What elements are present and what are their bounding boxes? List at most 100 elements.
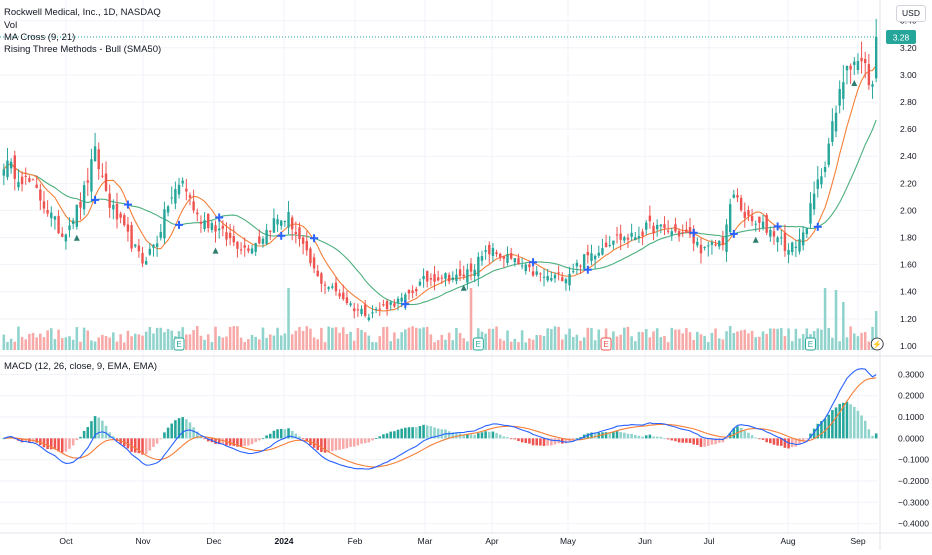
candle	[590, 244, 593, 266]
candle-body	[648, 215, 652, 222]
volume-bar	[90, 340, 93, 350]
macd-histogram-bar	[247, 438, 250, 446]
event-badge[interactable]: E	[804, 337, 816, 351]
currency-button[interactable]: USD	[896, 5, 926, 22]
candle-body	[845, 65, 849, 71]
volume-bar	[725, 331, 728, 350]
candle	[272, 208, 276, 233]
volume-bar	[290, 334, 294, 350]
candle-body	[688, 227, 692, 235]
candle	[469, 258, 473, 281]
macd-histogram-bar	[462, 434, 466, 439]
candle-body	[506, 254, 509, 264]
candle-body	[108, 193, 111, 208]
volume-bar	[6, 341, 9, 350]
candle-body	[728, 204, 732, 232]
volume-bar	[659, 337, 663, 350]
candle-body	[539, 273, 542, 275]
candle-body	[82, 185, 86, 210]
candle-body	[159, 232, 162, 238]
candle-body	[637, 235, 641, 239]
date-axis-label: Feb	[348, 536, 363, 546]
event-badge[interactable]: E	[472, 337, 484, 351]
volume-bar	[283, 333, 287, 350]
candle-body	[203, 220, 206, 230]
candle	[436, 270, 440, 282]
ma-cross-marker	[310, 234, 319, 243]
macd-histogram-bar	[440, 429, 444, 439]
macd-histogram-bar	[338, 438, 341, 450]
macd-histogram-bar	[696, 438, 699, 445]
macd-histogram-bar	[491, 431, 495, 439]
volume-bar	[550, 329, 553, 350]
candle-body	[280, 220, 283, 226]
candle-body	[185, 188, 188, 192]
candle	[393, 299, 396, 308]
candle-body	[499, 253, 502, 258]
macd-histogram-bar	[550, 438, 553, 446]
candle	[520, 257, 524, 270]
macd-histogram-bar	[217, 438, 221, 445]
volume-bar	[42, 337, 46, 350]
volume-bar	[539, 335, 542, 350]
macd-indicator-label[interactable]: MACD (12, 26, close, 9, EMA, EMA)	[4, 361, 158, 372]
volume-bar	[2, 334, 6, 350]
date-axis-label: Dec	[206, 536, 222, 546]
candle	[239, 242, 243, 255]
macd-histogram-bar	[349, 438, 352, 447]
candle	[517, 253, 520, 265]
candle	[765, 212, 768, 236]
candle	[254, 242, 257, 256]
candle	[809, 192, 812, 228]
volume-bar	[560, 339, 564, 350]
volume-bar	[349, 331, 352, 350]
volume-bar	[677, 329, 681, 350]
volume-bar	[641, 332, 644, 350]
macd-histogram-bar	[685, 438, 688, 443]
candle	[546, 268, 549, 283]
macd-histogram-bar	[575, 437, 579, 439]
last-bar-badge[interactable]: ⚡	[870, 337, 884, 351]
macd-histogram-bar	[703, 438, 706, 447]
macd-histogram-bar	[363, 438, 367, 444]
vol-indicator-label[interactable]: Vol	[4, 20, 18, 31]
event-badge[interactable]: E	[600, 337, 612, 351]
volume-bar	[754, 337, 758, 350]
macd-histogram-bar	[382, 434, 385, 439]
macd-histogram-bar	[750, 435, 754, 439]
ma-cross-marker	[689, 228, 698, 237]
volume-bar	[469, 288, 473, 350]
volume-bar	[203, 339, 206, 350]
candle	[258, 229, 261, 245]
volume-bar	[776, 328, 779, 350]
volume-bar	[60, 338, 64, 350]
macd-axis-label: −0.4000	[898, 519, 929, 529]
macd-histogram-bar	[524, 438, 528, 443]
candle	[166, 204, 170, 217]
volume-bar	[761, 331, 765, 350]
date-axis-label: Nov	[135, 536, 151, 546]
macd-histogram-bar	[35, 438, 38, 443]
macd-histogram-bar	[371, 438, 374, 441]
macd-histogram-bar	[692, 438, 695, 445]
event-badge[interactable]: E	[173, 337, 185, 351]
candle	[710, 239, 714, 255]
volume-bar	[396, 338, 400, 350]
candle-body	[743, 211, 746, 218]
volume-bar	[568, 328, 571, 350]
macd-histogram-bar	[677, 438, 681, 443]
pattern-indicator-label[interactable]: Rising Three Methods - Bull (SMA50)	[4, 44, 162, 55]
ma-cross-indicator-label[interactable]: MA Cross (9, 21)	[4, 32, 76, 43]
volume-bar	[717, 338, 721, 350]
candle	[407, 289, 411, 300]
volume-bar	[648, 337, 652, 350]
candle	[867, 54, 871, 90]
macd-histogram-bar	[626, 433, 630, 439]
volume-bar	[575, 334, 579, 350]
macd-histogram-bar	[648, 434, 652, 439]
candle-body	[290, 217, 294, 230]
volume-bar	[298, 327, 301, 350]
candle-body	[217, 228, 221, 231]
